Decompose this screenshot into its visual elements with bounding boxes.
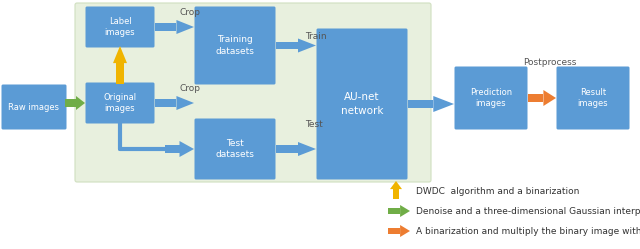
FancyBboxPatch shape — [195, 119, 275, 180]
Polygon shape — [155, 99, 177, 107]
FancyBboxPatch shape — [86, 82, 154, 124]
Polygon shape — [65, 99, 76, 107]
Text: A binarization and multiply the binary image with the test image: A binarization and multiply the binary i… — [416, 227, 640, 236]
Text: Test: Test — [305, 120, 323, 129]
Text: Test
datasets: Test datasets — [216, 139, 255, 159]
Polygon shape — [177, 96, 194, 110]
Polygon shape — [400, 205, 410, 217]
Polygon shape — [298, 39, 316, 53]
Text: Crop: Crop — [180, 84, 201, 93]
Polygon shape — [76, 96, 85, 110]
Text: Original
images: Original images — [104, 93, 136, 113]
Polygon shape — [543, 90, 556, 106]
Polygon shape — [298, 142, 316, 156]
Polygon shape — [113, 46, 127, 63]
Text: Label
images: Label images — [105, 17, 135, 37]
Polygon shape — [116, 63, 124, 84]
Polygon shape — [433, 96, 454, 112]
FancyBboxPatch shape — [454, 66, 527, 129]
FancyBboxPatch shape — [557, 66, 630, 129]
Polygon shape — [393, 189, 399, 199]
Polygon shape — [165, 145, 179, 153]
FancyBboxPatch shape — [195, 6, 275, 84]
FancyBboxPatch shape — [75, 3, 431, 182]
Text: AU-net
network: AU-net network — [340, 92, 383, 116]
Text: Raw images: Raw images — [8, 103, 60, 112]
Text: Result
images: Result images — [578, 88, 608, 108]
FancyBboxPatch shape — [317, 28, 408, 180]
Polygon shape — [528, 94, 543, 102]
Polygon shape — [276, 42, 298, 49]
Text: Crop: Crop — [180, 8, 201, 17]
Text: DWDC  algorithm and a binarization: DWDC algorithm and a binarization — [416, 187, 579, 195]
Text: Training
datasets: Training datasets — [216, 35, 255, 56]
Polygon shape — [390, 181, 402, 189]
Polygon shape — [408, 100, 433, 108]
Polygon shape — [388, 208, 400, 214]
Polygon shape — [388, 228, 400, 234]
FancyBboxPatch shape — [86, 6, 154, 48]
FancyBboxPatch shape — [1, 84, 67, 129]
Polygon shape — [400, 225, 410, 237]
Text: Postprocess: Postprocess — [523, 58, 577, 67]
Polygon shape — [155, 23, 177, 31]
Text: Prediction
images: Prediction images — [470, 88, 512, 108]
Text: Denoise and a three-dimensional Gaussian interpolation: Denoise and a three-dimensional Gaussian… — [416, 206, 640, 215]
Polygon shape — [276, 145, 298, 153]
Text: Train: Train — [305, 32, 326, 41]
Polygon shape — [177, 20, 194, 34]
Polygon shape — [179, 141, 194, 157]
